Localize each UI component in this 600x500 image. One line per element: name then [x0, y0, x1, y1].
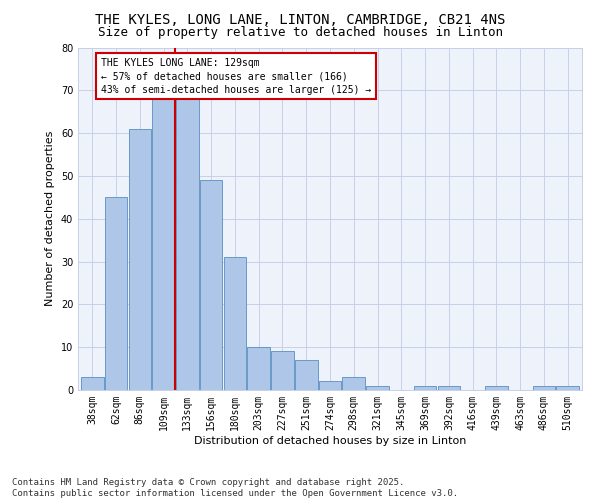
Bar — [366, 386, 389, 390]
Bar — [247, 347, 270, 390]
Bar — [437, 386, 460, 390]
Bar — [271, 352, 294, 390]
Bar — [152, 99, 175, 390]
Bar — [319, 382, 341, 390]
Text: THE KYLES LONG LANE: 129sqm
← 57% of detached houses are smaller (166)
43% of se: THE KYLES LONG LANE: 129sqm ← 57% of det… — [101, 58, 371, 94]
Text: THE KYLES, LONG LANE, LINTON, CAMBRIDGE, CB21 4NS: THE KYLES, LONG LANE, LINTON, CAMBRIDGE,… — [95, 12, 505, 26]
Bar — [556, 386, 579, 390]
Text: Size of property relative to detached houses in Linton: Size of property relative to detached ho… — [97, 26, 503, 39]
Bar — [128, 129, 151, 390]
Bar — [81, 377, 104, 390]
X-axis label: Distribution of detached houses by size in Linton: Distribution of detached houses by size … — [194, 436, 466, 446]
Text: Contains HM Land Registry data © Crown copyright and database right 2025.
Contai: Contains HM Land Registry data © Crown c… — [12, 478, 458, 498]
Bar — [485, 386, 508, 390]
Bar — [533, 386, 555, 390]
Y-axis label: Number of detached properties: Number of detached properties — [45, 131, 55, 306]
Bar — [414, 386, 436, 390]
Bar — [176, 99, 199, 390]
Bar — [200, 180, 223, 390]
Bar — [224, 258, 246, 390]
Bar — [343, 377, 365, 390]
Bar — [295, 360, 317, 390]
Bar — [105, 198, 127, 390]
